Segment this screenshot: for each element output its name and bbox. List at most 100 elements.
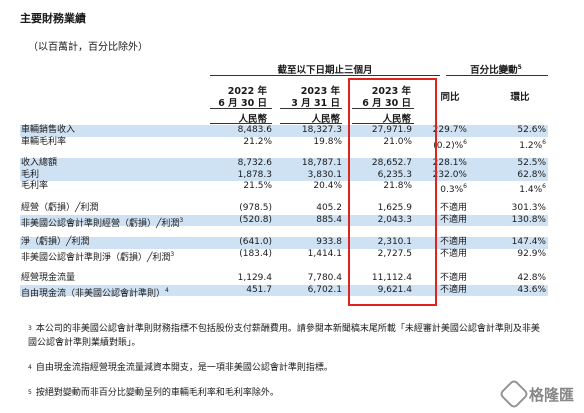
cell-qoq: 52.5% — [517, 158, 546, 170]
row-highlight-band — [20, 214, 548, 226]
cell-value: 301.3% — [511, 203, 546, 213]
cell-qoq: 147.4% — [512, 237, 546, 249]
cell-value: 18,787.1 — [301, 158, 342, 168]
cell-value: 52.6% — [517, 125, 546, 135]
highlight-box — [348, 78, 437, 306]
row-label: 收入總額 — [21, 158, 57, 170]
cell-c2: 20.4% — [313, 181, 342, 193]
cell-value: 不適用 — [439, 214, 467, 225]
change-group-label: 百分比變動 — [470, 65, 518, 76]
cell-value: 62.8% — [517, 169, 546, 180]
watermark: 格隆匯 — [498, 378, 574, 410]
row-label: 毛利 — [21, 170, 39, 182]
currency-3: 人民幣 — [382, 114, 411, 125]
table-row: 淨（虧損）╱利潤 (641.0) 933.8 2,310.1 不適用 147.4% — [0, 237, 584, 249]
cell-value: 885.4 — [316, 214, 342, 225]
cell-yoy: (0.2)%6 — [433, 137, 467, 153]
cell-c1: (520.8) — [239, 215, 272, 227]
col1-date: 6 月 30 日 — [218, 98, 267, 109]
cell-value: 1,129.4 — [237, 273, 272, 283]
cell-c1: (183.4) — [239, 249, 272, 261]
section-title: 主要財務業績 — [20, 12, 86, 25]
cell-c1: 21.5% — [243, 181, 272, 193]
cell-yoy: 不適用 — [440, 273, 467, 285]
cell-value: 92.9% — [517, 248, 546, 259]
cell-value: 8,732.6 — [237, 158, 272, 168]
row-highlight-band — [20, 284, 548, 296]
date-rule-2 — [280, 108, 342, 109]
row-label: 經營現金流量 — [21, 273, 75, 285]
cell-value: 451.7 — [246, 284, 272, 295]
cell-value: 28,652.7 — [371, 158, 412, 168]
change-group-rule — [446, 75, 548, 76]
cell-value: 21.2% — [243, 136, 272, 147]
footnote-5: 5 按絕對變動而非百分比變動呈列的車輛毛利率和毛利率除外。 — [28, 386, 548, 400]
cell-qoq: 52.6% — [517, 125, 546, 137]
currency-rule-1 — [210, 123, 272, 124]
cell-value: (183.4) — [239, 248, 272, 259]
cell-c3: 2,310.1 — [378, 237, 412, 249]
date-rule-1 — [210, 108, 272, 109]
cell-c1: 8,732.6 — [238, 158, 272, 170]
cell-footnote-ref: 6 — [542, 138, 546, 146]
cell-value: 43.6% — [517, 284, 546, 295]
row-highlight-band — [20, 158, 548, 170]
cell-c3: 6,235.3 — [378, 170, 412, 182]
table-row: 車輛毛利率 21.2% 19.8% 21.0% (0.2)%6 1.2%6 — [0, 136, 584, 151]
cell-c3: 2,727.5 — [378, 249, 412, 261]
cell-value: 21.5% — [243, 181, 272, 191]
cell-c1: 8,483.6 — [238, 125, 272, 137]
row-label-text: 車輛毛利率 — [21, 136, 67, 147]
row-label: 車輛銷售收入 — [21, 125, 75, 137]
row-label-text: 非美國公認會計準則經營（虧損）╱利潤 — [21, 218, 180, 229]
row-label-text: 非美國公認會計準則淨（虧損）╱利潤 — [21, 252, 171, 263]
cell-c2: 933.8 — [316, 237, 342, 249]
footnote-4-text: 自由現金流指經營現金流量減資本開支，是一項非美國公認會計準則指標。 — [35, 363, 333, 373]
cell-footnote-ref: 6 — [463, 183, 467, 190]
cell-c2: 3,830.1 — [308, 170, 342, 182]
cell-value: 不適用 — [439, 284, 467, 295]
cell-yoy: 不適用 — [440, 285, 467, 297]
cell-value: 2,310.1 — [377, 237, 412, 247]
cell-yoy: 不適用 — [440, 237, 467, 249]
cell-c3: 27,971.9 — [372, 125, 412, 137]
cell-value: (520.8) — [239, 214, 272, 225]
cell-c1: (978.5) — [239, 203, 272, 215]
cell-value: 1,878.3 — [237, 169, 272, 180]
cell-value: 42.8% — [517, 273, 546, 283]
cell-value: 不適用 — [439, 237, 467, 247]
cell-value: 6,235.3 — [377, 169, 412, 180]
cell-value: 0.3% — [440, 185, 464, 195]
cell-yoy: 不適用 — [440, 249, 467, 261]
cell-c2: 7,780.4 — [308, 273, 342, 285]
cell-c1: (641.0) — [239, 237, 272, 249]
cell-value: 3,830.1 — [307, 169, 342, 180]
row-label-text: 車輛銷售收入 — [21, 125, 76, 135]
row-label: 淨（虧損）╱利潤 — [21, 237, 89, 249]
qoq-header: 環比 — [510, 92, 530, 103]
cell-value: 6,702.1 — [307, 284, 342, 295]
row-label-text: 淨（虧損）╱利潤 — [21, 237, 90, 247]
cell-value: 232.0% — [432, 169, 467, 180]
col3-year: 2023 年 — [371, 86, 411, 97]
row-label-text: 自由現金流（非美國公認會計準則） — [21, 288, 166, 299]
cell-c3: 28,652.7 — [372, 158, 412, 170]
cell-c2: 1,414.1 — [308, 249, 342, 261]
cell-yoy: 不適用 — [440, 203, 467, 215]
cell-qoq: 1.4%6 — [519, 181, 546, 197]
row-label-text: 收入總額 — [21, 158, 58, 168]
row-label-footnote-ref: 3 — [179, 216, 184, 224]
cell-value: (978.5) — [239, 203, 272, 213]
currency-1: 人民幣 — [238, 114, 267, 125]
cell-value: 1.2% — [519, 140, 543, 151]
footnote-5-text: 按絕對變動而非百分比變動呈列的車輛毛利率和毛利率除外。 — [35, 388, 279, 398]
cell-c3: 21.0% — [383, 137, 412, 149]
cell-value: 19.8% — [313, 136, 342, 147]
cell-c3: 11,112.4 — [372, 273, 412, 285]
cell-yoy: 不適用 — [440, 215, 467, 227]
row-label: 非美國公認會計準則淨（虧損）╱利潤3 — [21, 249, 174, 265]
cell-yoy: 228.1% — [433, 158, 467, 170]
change-group-footnote-ref: 5 — [517, 63, 522, 71]
col2-date: 3 月 31 日 — [291, 98, 340, 109]
cell-value: 不適用 — [439, 273, 467, 283]
